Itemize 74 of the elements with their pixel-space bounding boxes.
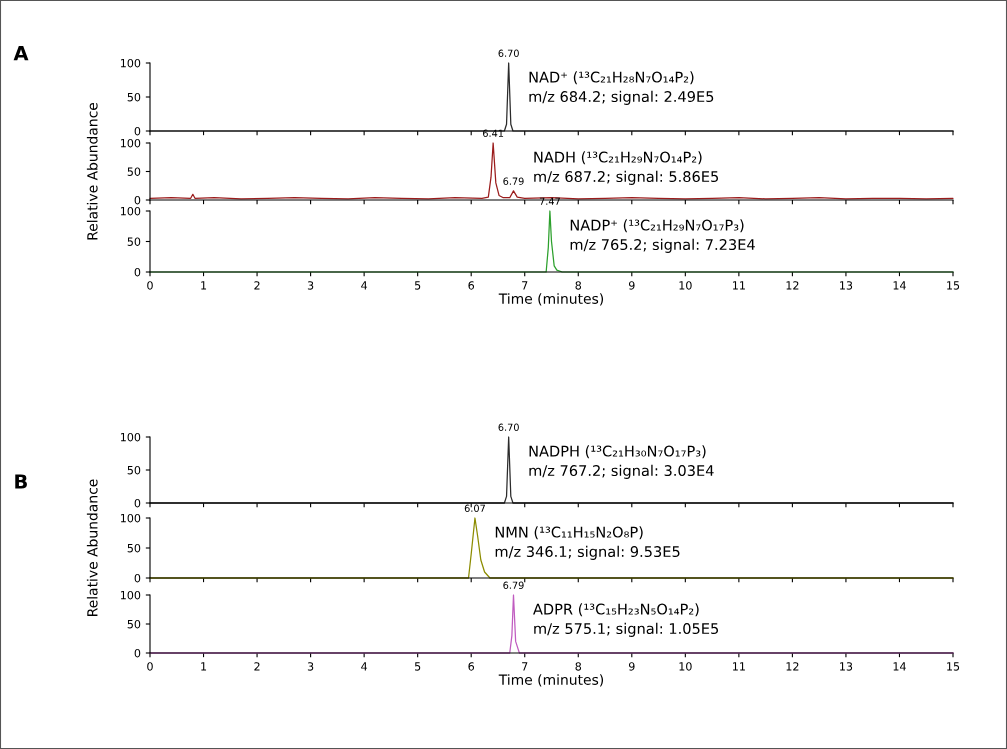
x-tick-label: 11 bbox=[733, 281, 745, 290]
x-tick-label: 8 bbox=[575, 281, 582, 290]
annotation: m/z 767.2; signal: 3.03E4 bbox=[529, 464, 714, 479]
annotation: NMN (¹³C₁₁H₁₅N₂O₈P) bbox=[495, 526, 643, 540]
x-tick-label: 3 bbox=[307, 662, 314, 671]
x-tick-label: 12 bbox=[786, 662, 799, 671]
y-tick-label: 50 bbox=[127, 619, 141, 629]
annotation: m/z 575.1; signal: 1.05E5 bbox=[534, 622, 719, 637]
y-tick-label: 0 bbox=[134, 573, 141, 583]
y-axis-title: Relative Abundance bbox=[86, 479, 98, 616]
y-tick-label: 50 bbox=[127, 465, 141, 475]
x-tick-label: 15 bbox=[947, 281, 960, 290]
annotation: 6.70 bbox=[498, 423, 519, 431]
x-tick-label: 13 bbox=[840, 662, 853, 671]
x-tick-label: 0 bbox=[147, 662, 153, 671]
annotation: NADP⁺ (¹³C₂₁H₂₉N₇O₁₇P₃) bbox=[570, 219, 744, 233]
y-tick-label: 0 bbox=[134, 195, 141, 205]
x-tick-label: 7 bbox=[522, 281, 528, 290]
x-tick-label: 3 bbox=[307, 281, 314, 290]
annotation: m/z 684.2; signal: 2.49E5 bbox=[529, 90, 714, 105]
y-tick-label: 50 bbox=[127, 543, 141, 553]
x-tick-label: 4 bbox=[361, 662, 368, 671]
x-tick-label: 14 bbox=[893, 662, 906, 671]
annotation: NAD⁺ (¹³C₂₁H₂₈N₇O₁₄P₂) bbox=[529, 71, 694, 85]
x-tick-label: 15 bbox=[947, 662, 960, 671]
x-tick-label: 0 bbox=[147, 281, 153, 290]
x-tick-label: 5 bbox=[414, 662, 421, 671]
x-tick-label: 9 bbox=[628, 281, 635, 290]
annotation: 6.07 bbox=[464, 504, 485, 512]
chart-title: A bbox=[13, 46, 29, 61]
annotation: m/z 687.2; signal: 5.86E5 bbox=[534, 170, 719, 185]
y-tick-label: 0 bbox=[134, 126, 141, 136]
y-tick-label: 0 bbox=[134, 648, 141, 658]
y-tick-label: 100 bbox=[120, 58, 141, 68]
x-tick-label: 1 bbox=[201, 281, 207, 290]
x-tick-label: 4 bbox=[361, 281, 368, 290]
y-tick-label: 50 bbox=[127, 167, 141, 176]
x-tick-label: 13 bbox=[840, 281, 853, 290]
y-tick-label: 100 bbox=[120, 432, 141, 442]
x-tick-label: 11 bbox=[733, 662, 745, 671]
x-tick-label: 10 bbox=[679, 281, 692, 290]
y-tick-label: 50 bbox=[127, 92, 141, 102]
x-tick-label: 8 bbox=[575, 662, 582, 671]
x-tick-label: 1 bbox=[201, 662, 207, 671]
x-tick-label: 2 bbox=[254, 662, 260, 671]
y-tick-label: 0 bbox=[134, 498, 141, 508]
x-axis-title: Time (minutes) bbox=[498, 674, 604, 687]
x-tick-label: 6 bbox=[468, 281, 475, 290]
x-tick-label: 7 bbox=[522, 662, 528, 671]
x-tick-label: 6 bbox=[468, 662, 475, 671]
y-axis-title: Relative Abundance bbox=[86, 102, 98, 240]
x-tick-label: 2 bbox=[254, 281, 260, 290]
annotation: 6.79 bbox=[503, 177, 524, 185]
annotation: 6.70 bbox=[498, 49, 519, 57]
annotation: ADPR (¹³C₁₅H₂₃N₅O₁₄P₂) bbox=[533, 603, 699, 617]
annotation: 7.47 bbox=[539, 197, 560, 205]
annotation: 6.79 bbox=[503, 581, 524, 589]
text: B bbox=[15, 474, 27, 489]
annotation: NADH (¹³C₂₁H₂₉N₇O₁₄P₂) bbox=[534, 151, 702, 165]
y-tick-label: 50 bbox=[127, 237, 141, 246]
x-tick-label: 14 bbox=[893, 281, 906, 290]
x-tick-label: 12 bbox=[786, 281, 799, 290]
y-tick-label: 0 bbox=[134, 267, 141, 277]
annotation: m/z 765.2; signal: 7.23E4 bbox=[570, 238, 755, 253]
y-tick-label: 100 bbox=[120, 513, 141, 523]
y-tick-label: 100 bbox=[120, 206, 141, 216]
x-tick-label: 10 bbox=[679, 662, 692, 671]
x-tick-label: 9 bbox=[628, 662, 635, 671]
x-axis-title: Time (minutes) bbox=[498, 293, 604, 306]
y-tick-label: 100 bbox=[120, 138, 141, 148]
annotation: NADPH (¹³C₂₁H₃₀N₇O₁₇P₃) bbox=[529, 445, 706, 459]
annotation: m/z 346.1; signal: 9.53E5 bbox=[495, 545, 680, 560]
y-tick-label: 100 bbox=[120, 590, 141, 600]
x-tick-label: 5 bbox=[414, 281, 421, 290]
